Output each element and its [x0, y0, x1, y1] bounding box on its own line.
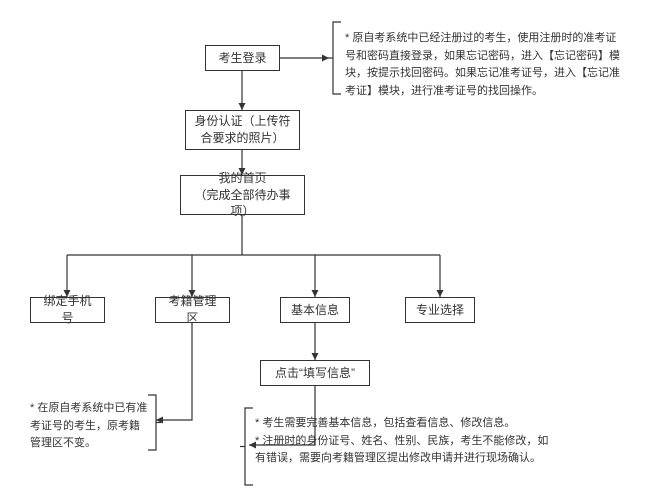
note-examreg: * 在原自考系统中已有准考证号的考生，原考籍管理区不变。 [30, 400, 150, 453]
node-basicinfo: 基本信息 [280, 297, 350, 323]
node-identity: 身份认证（上传符合要求的照片） [185, 110, 300, 150]
node-home: 我的首页 （完成全部待办事项） [180, 175, 305, 215]
note-basicinfo: * 考生需要完善基本信息，包括查看信息、修改信息。 * 注册时的身份证号、姓名、… [255, 415, 555, 468]
note-login: * 原自考系统中已经注册过的考生，使用注册时的准考证号和密码直接登录，如果忘记密… [345, 30, 625, 100]
node-examreg: 考籍管理区 [155, 297, 230, 323]
node-login: 考生登录 [205, 45, 280, 71]
node-bindphone: 绑定手机号 [30, 297, 105, 323]
node-major: 专业选择 [405, 297, 475, 323]
node-clickfill: 点击“填写信息” [260, 360, 370, 386]
